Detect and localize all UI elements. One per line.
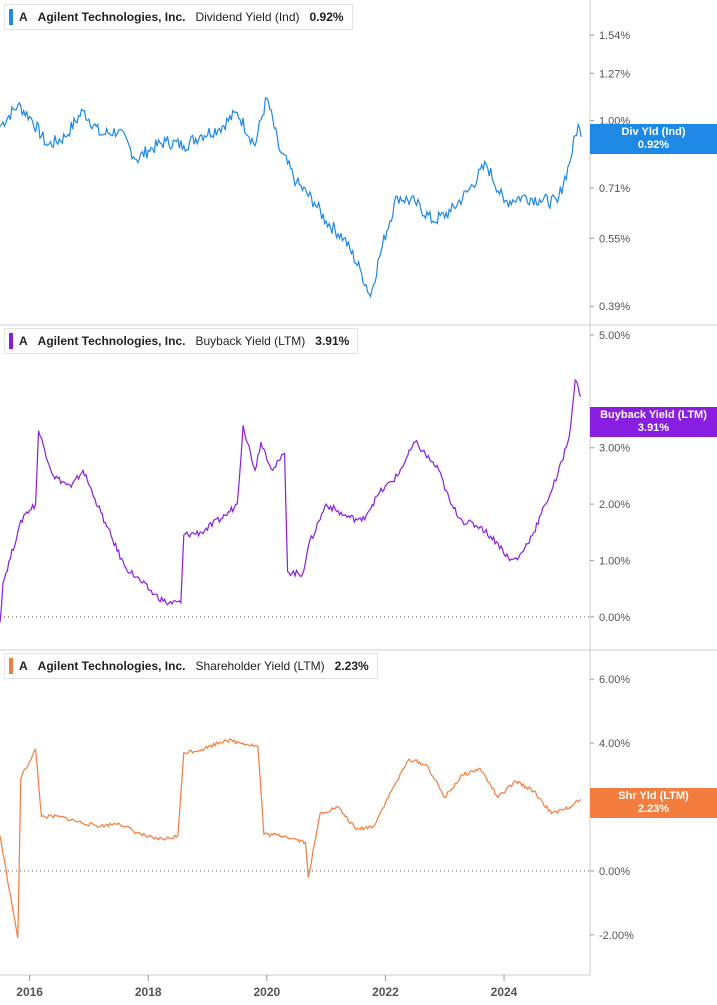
legend-ticker: A [19,334,28,348]
legend-metric: Dividend Yield (Ind) [195,10,300,24]
y-tick-label: 6.00% [599,674,630,686]
x-tick-label: 2020 [253,985,280,999]
tag-value: 2.23% [637,803,670,815]
legend-company: Agilent Technologies, Inc. [37,334,186,348]
series-color-swatch [9,658,13,674]
legend-company: Agilent Technologies, Inc. [37,659,186,673]
y-tick-label: 5.00% [599,330,630,342]
tag-label: Div Yld (Ind) [621,126,686,138]
series-line [0,378,582,623]
x-tick-label: 2024 [491,985,518,999]
panel-legend-dividend: A Agilent Technologies, Inc. Dividend Yi… [4,4,353,30]
legend-value: 3.91% [315,334,350,348]
legend-ticker: A [19,659,28,673]
tag-value: 0.92% [637,139,670,151]
series-line [0,738,582,939]
x-tick-label: 2022 [372,985,399,999]
y-tick-label: 1.00% [599,555,630,567]
legend-ticker: A [19,10,28,24]
legend-value: 0.92% [309,10,344,24]
y-tick-label: 0.71% [599,183,630,195]
panel-legend-shareholder: A Agilent Technologies, Inc. Shareholder… [4,653,378,679]
panel-legend-buyback: A Agilent Technologies, Inc. Buyback Yie… [4,328,359,354]
x-tick-label: 2016 [16,985,43,999]
tag-buyback-yield: Buyback Yield (LTM) 3.91% [590,407,717,437]
legend-metric: Shareholder Yield (LTM) [195,659,325,673]
y-tick-label: 0.55% [599,233,630,245]
y-tick-label: 1.54% [599,30,630,42]
tag-value: 3.91% [637,422,670,434]
tag-label: Shr Yld (LTM) [618,790,689,802]
series-line [0,97,582,298]
y-tick-label: -2.00% [599,930,634,942]
tag-shareholder-yield: Shr Yld (LTM) 2.23% [590,788,717,818]
y-tick-label: 0.00% [599,866,630,878]
y-tick-label: 3.00% [599,443,630,455]
series-color-swatch [9,333,13,349]
y-tick-label: 0.39% [599,301,630,313]
y-tick-label: 1.27% [599,68,630,80]
tag-label: Buyback Yield (LTM) [600,409,707,421]
legend-metric: Buyback Yield (LTM) [195,334,306,348]
legend-value: 2.23% [334,659,369,673]
series-color-swatch [9,9,13,25]
y-tick-label: 4.00% [599,738,630,750]
tag-dividend-yield: Div Yld (Ind) 0.92% [590,124,717,154]
y-tick-label: 2.00% [599,499,630,511]
legend-company: Agilent Technologies, Inc. [37,10,186,24]
x-tick-label: 2018 [135,985,162,999]
y-tick-label: 0.00% [599,612,630,624]
